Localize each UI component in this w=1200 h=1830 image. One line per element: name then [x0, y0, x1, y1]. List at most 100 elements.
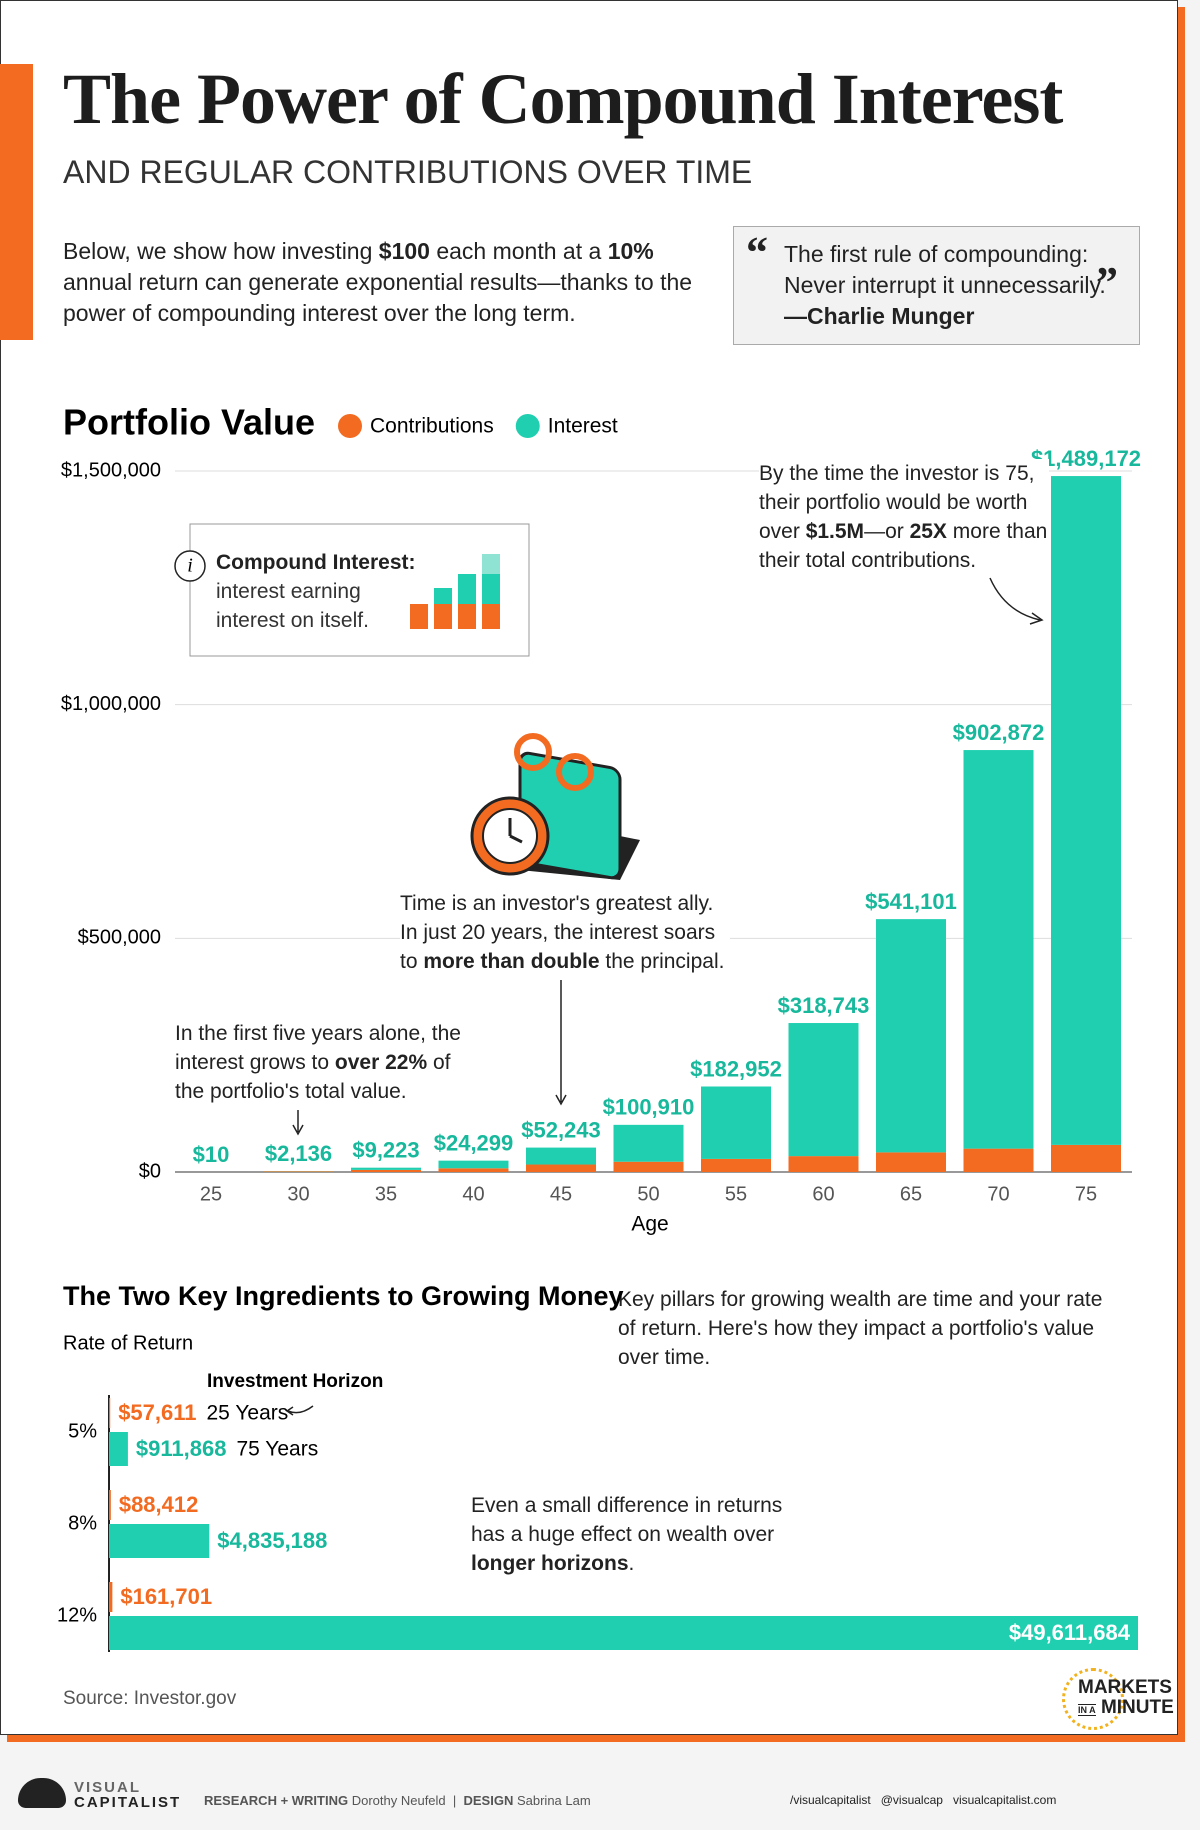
accent-bar	[0, 64, 33, 340]
value-label: $57,611	[118, 1400, 196, 1425]
socials: /visualcapitalist @visualcap visualcapit…	[790, 1793, 1056, 1807]
bar-segment	[963, 750, 1034, 1149]
bar-segment	[1051, 1144, 1121, 1172]
x-tick-label: 70	[987, 1183, 1009, 1205]
source: Source: Investor.gov	[63, 1688, 237, 1709]
text-run: each month at a	[429, 238, 608, 264]
x-tick-label: 50	[637, 1183, 659, 1205]
badge-small: IN A	[1078, 1704, 1096, 1716]
arrow	[285, 1405, 314, 1416]
legend-swatch	[338, 414, 362, 438]
value-label: $4,835,188	[217, 1528, 327, 1553]
bar-segment	[701, 1086, 771, 1159]
text-run: 25X	[909, 520, 947, 543]
bar-segment	[788, 1156, 859, 1172]
legend-label: Contributions	[370, 415, 494, 438]
logo-text: VISUAL CAPITALIST	[74, 1780, 181, 1810]
total-label: $1,489,172	[1031, 446, 1141, 471]
y-tick-label: 5%	[68, 1420, 97, 1442]
annotation: By the time the investor is 75, their po…	[759, 459, 1049, 575]
bar-segment	[351, 1169, 421, 1172]
legend-title: Investment Horizon	[207, 1371, 383, 1392]
icon-bar	[482, 604, 500, 629]
social[interactable]: @visualcap	[880, 1793, 943, 1807]
bar	[109, 1432, 128, 1466]
intro: Below, we show how investing $100 each m…	[63, 236, 713, 329]
callout-line: interest on itself.	[216, 609, 369, 632]
bar-segment	[526, 1164, 596, 1172]
bar-segment	[351, 1167, 421, 1170]
bar-segment	[613, 1124, 684, 1162]
bar-segment	[1051, 476, 1121, 1145]
social[interactable]: /visualcapitalist	[790, 1793, 871, 1807]
legend-label: 25 Years	[207, 1402, 289, 1425]
text-run: longer horizons	[471, 1552, 629, 1575]
chart-title: Portfolio Value	[63, 402, 315, 443]
annotation: Even a small difference in returns has a…	[471, 1491, 801, 1578]
badge-text: MARKETS IN A MINUTE	[1078, 1678, 1174, 1720]
annotation: In the first five years alone, the inter…	[175, 1019, 465, 1106]
x-tick-label: 75	[1075, 1183, 1097, 1205]
text-run: $1.5M	[805, 520, 865, 543]
arrow	[292, 1110, 304, 1136]
legend-label: Interest	[548, 415, 618, 438]
arrows	[292, 577, 1044, 1136]
quote-line: Never interrupt it unnecessarily.	[784, 272, 1106, 298]
quote-mark: “	[746, 228, 768, 277]
text-run: By the time the investor is 75, their po…	[759, 462, 1035, 543]
text-run: —or	[864, 520, 910, 543]
calendar-icon	[470, 733, 640, 880]
y-tick-label: 8%	[68, 1512, 97, 1534]
quote-author: —Charlie Munger	[784, 303, 975, 329]
bar-segment	[788, 1023, 859, 1157]
title: The Power of Compound Interest	[63, 59, 1063, 139]
value-label: $49,611,684	[1009, 1620, 1131, 1645]
credits: RESEARCH + WRITING Dorothy Neufeld | DES…	[204, 1793, 591, 1808]
text-run: Even a small difference in returns has a…	[471, 1494, 783, 1546]
arrow	[555, 980, 567, 1106]
y-tick-label: $1,000,000	[61, 693, 161, 715]
total-label: $182,952	[690, 1056, 782, 1081]
logo-line: VISUAL	[74, 1779, 142, 1796]
value-label: $88,412	[119, 1492, 199, 1517]
subtitle: AND REGULAR CONTRIBUTIONS OVER TIME	[63, 154, 753, 190]
value-label: $911,868	[136, 1436, 227, 1461]
total-label: $10	[193, 1142, 230, 1167]
credit: Dorothy Neufeld	[351, 1793, 446, 1808]
badge-line: MARKETS	[1078, 1677, 1172, 1698]
chart-title: The Two Key Ingredients to Growing Money	[63, 1281, 624, 1311]
description: Key pillars for growing wealth are time …	[618, 1288, 1103, 1369]
legend-label: 75 Years	[236, 1438, 318, 1461]
bar	[109, 1524, 210, 1558]
bar-segment	[876, 919, 946, 1153]
x-tick-label: 35	[375, 1183, 397, 1205]
y-tick-label: $0	[139, 1160, 161, 1182]
x-tick-label: 45	[550, 1183, 572, 1205]
x-tick-label: 30	[287, 1183, 309, 1205]
x-tick-label: 65	[900, 1183, 922, 1205]
text-run: $100	[378, 238, 430, 264]
credit-label: RESEARCH + WRITING	[204, 1793, 349, 1808]
footer: VISUAL CAPITALIST RESEARCH + WRITING Doro…	[0, 1750, 1200, 1830]
text-run: Below, we show how investing	[63, 238, 379, 264]
x-tick-label: 55	[725, 1183, 747, 1205]
icon-ring	[556, 753, 594, 791]
legend-swatch	[515, 414, 540, 438]
total-label: $541,101	[865, 889, 957, 914]
ingredients-chart: The Two Key Ingredients to Growing Money…	[57, 1281, 1138, 1652]
site[interactable]: visualcapitalist.com	[952, 1793, 1057, 1807]
text-run: the principal.	[599, 950, 725, 973]
text-run: more than double	[423, 950, 600, 973]
total-label: $52,243	[521, 1117, 601, 1142]
arrow-head	[1029, 612, 1044, 625]
portfolio-chart: i Portfolio Value Contributions Interest $0…	[61, 402, 1141, 1236]
text-run: Time is an investor's greatest ally. In …	[400, 892, 716, 973]
text-run: .	[628, 1552, 635, 1575]
text-run: In the first five years alone, the inter…	[175, 1022, 461, 1074]
y-tick-label: 12%	[57, 1604, 97, 1626]
text-run: of the portfolio's total value.	[175, 1051, 451, 1103]
info-icon	[174, 550, 206, 582]
annotation: Time is an investor's greatest ally. In …	[400, 889, 730, 976]
badge-line: IN A MINUTE	[1078, 1698, 1174, 1720]
bar-segment	[526, 1147, 596, 1165]
